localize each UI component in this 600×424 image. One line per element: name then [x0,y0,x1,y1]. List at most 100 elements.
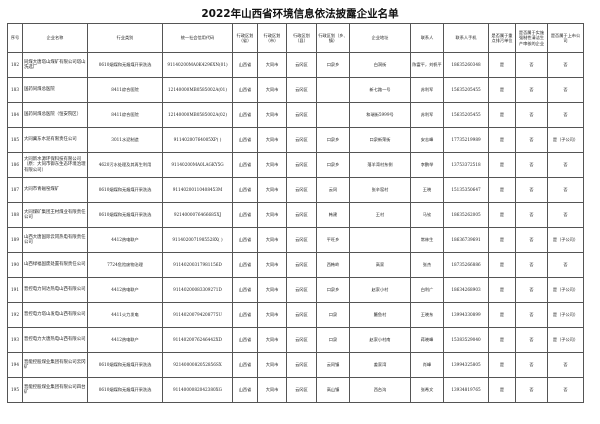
cell-address: 赵家小村 [349,277,411,303]
cell-city: 大同市 [257,277,287,303]
enterprise-table: 序号 企业名称 行业类别 统一社会信用代码 行政区划（省） 行政区划（市） 行政区划（县）行… [7,23,584,403]
cell-clean: 否 [515,102,548,128]
cell-no: 184 [7,102,23,128]
cell-key: 是 [488,102,516,128]
cell-key: 是 [488,227,516,253]
cell-clean: 否 [515,252,548,278]
cell-city: 大同市 [257,152,287,178]
cell-phone: 13994330899 [443,302,489,328]
table-header-row: 序号 企业名称 行业类别 统一社会信用代码 行政区划（省） 行政区划（市） 行政区划（县）行… [7,23,584,53]
cell-listed: 否 [547,77,584,103]
cell-county: 云冈区 [286,377,317,403]
cell-code: 9214000076466685XJ [162,202,233,228]
cell-contact: 安志峰 [410,127,444,153]
cell-code: 9214000082052856SX [162,352,233,378]
column-header: 行政区划（县） [286,23,317,53]
cell-county: 云冈区 [286,152,317,178]
cell-address: 姜家湾 [349,352,411,378]
cell-listed: 否 [547,252,584,278]
cell-industry: 4412热电联产 [87,327,163,353]
cell-listed: 是（子公司） [547,302,584,328]
cell-listed: 否 [547,377,584,403]
cell-address [349,227,411,253]
column-header: 行政区划（市） [257,23,287,53]
cell-no: 186 [7,152,23,178]
cell-town: 西韩岭 [316,252,350,278]
cell-prov: 山西省 [232,302,258,328]
cell-prov: 山西省 [232,252,258,278]
cell-county: 云冈区 [286,302,317,328]
cell-no: 185 [7,127,23,153]
cell-contact: 张杰 [410,252,444,278]
table-row: 192 晋控电力塔山发电山西有限公司 4411火力发电 911402007942087… [7,302,584,328]
cell-no: 192 [7,302,23,328]
column-header: 统一社会信用代码 [162,23,233,53]
cell-clean: 否 [515,202,548,228]
cell-contact: 苏利军 [410,102,444,128]
cell-contact: 蒋晓峰 [410,327,444,353]
cell-phone: 18635262005 [443,202,489,228]
cell-town: 高山镇 [316,377,350,403]
cell-code: 91140200764005XP( ) [162,127,233,153]
column-header: 是否属于实施强制性清洁生产审核的企业 [515,23,548,53]
cell-key: 是 [488,252,516,278]
cell-address: 高家 [349,252,411,278]
document-title: 2022年山西省环境信息依法披露企业名单 [201,8,399,20]
cell-code: 91140200110408453M [162,177,233,203]
cell-contact: 张希文 [410,377,444,403]
cell-code: 91140200794208775U [162,302,233,328]
cell-code: 9114020071985528X( ) [162,227,233,253]
cell-address: 王村 [349,202,411,228]
cell-prov: 山西省 [232,77,258,103]
table-row: 183 国药同煤总医院 8411综合医院 12140000MB0585002A(01)… [7,77,584,103]
cell-listed: 是（子公司） [547,277,584,303]
column-header: 联系人 [410,23,444,53]
cell-key: 是 [488,377,516,403]
cell-address: 张辛窑村 [349,177,411,203]
table-row: 187 大同市青磁窑煤矿 0610烟煤和无烟煤开采洗选 911402001104084… [7,177,584,203]
column-header: 是否属于重点排污单位 [488,23,516,53]
cell-name: 大同煤矿集团王村煤业有限责任公司 [22,202,88,228]
cell-name: 山西大唐国际云冈热电有限责任公司 [22,227,88,253]
cell-clean: 否 [515,127,548,153]
cell-address: 落羊湾村东侧 [349,152,411,178]
cell-listed: 否 [547,177,584,203]
table-row: 195 晋能控股煤业集团有限公司四台矿 0610烟煤和无烟煤开采洗选 91140000… [7,377,584,403]
cell-town [316,102,350,128]
cell-address: 口泉新荣街 [349,127,411,153]
cell-town: 口泉乡 [316,52,350,78]
cell-town: 云冈 [316,177,350,203]
cell-key: 是 [488,302,516,328]
cell-town: 口泉乡 [316,127,350,153]
cell-city: 大同市 [257,377,287,403]
cell-industry: 0610烟煤和无烟煤开采洗选 [87,377,163,403]
cell-code: 91140200MA0LAGKY5G [162,152,233,178]
cell-listed: 否 [547,52,584,78]
cell-county: 云冈区 [286,77,317,103]
cell-listed: 否 [547,152,584,178]
cell-clean: 否 [515,227,548,253]
cell-city: 大同市 [257,127,287,153]
cell-no: 189 [7,227,23,253]
cell-county: 云冈区 [286,327,317,353]
cell-clean: 否 [515,152,548,178]
cell-town: 口泉 [316,327,350,353]
column-header: 企业名称 [22,23,88,53]
cell-clean: 否 [515,177,548,203]
cell-industry: 0610烟煤和无烟煤开采洗选 [87,52,163,78]
cell-prov: 山西省 [232,177,258,203]
cell-county: 云冈区 [286,102,317,128]
cell-county: 云冈区 [286,352,317,378]
cell-city: 大同市 [257,352,287,378]
cell-industry: 4620污水处理及其再生利用 [87,152,163,178]
cell-phone: 13753372518 [443,152,489,178]
cell-town: 韩建 [316,202,350,228]
cell-no: 191 [7,277,23,303]
table-row: 193 晋控电力大唐热电山西有限公司 4412热电联产 911402007624644… [7,327,584,353]
cell-clean: 否 [515,302,548,328]
table-row: 186 大同新水源环保科技有限公司（原：大同市御东生态环境治理有限公司） 4620污… [7,152,584,178]
table-row: 191 晋控电力同达热电山西有限公司 4412热电联产 911402000833092… [7,277,584,303]
cell-no: 182 [7,52,23,78]
cell-industry: 4411火力发电 [87,302,163,328]
table-row: 194 晋能控股煤业集团有限公司云冈矿 0610烟煤和无烟煤开采洗选 92140000… [7,352,584,378]
